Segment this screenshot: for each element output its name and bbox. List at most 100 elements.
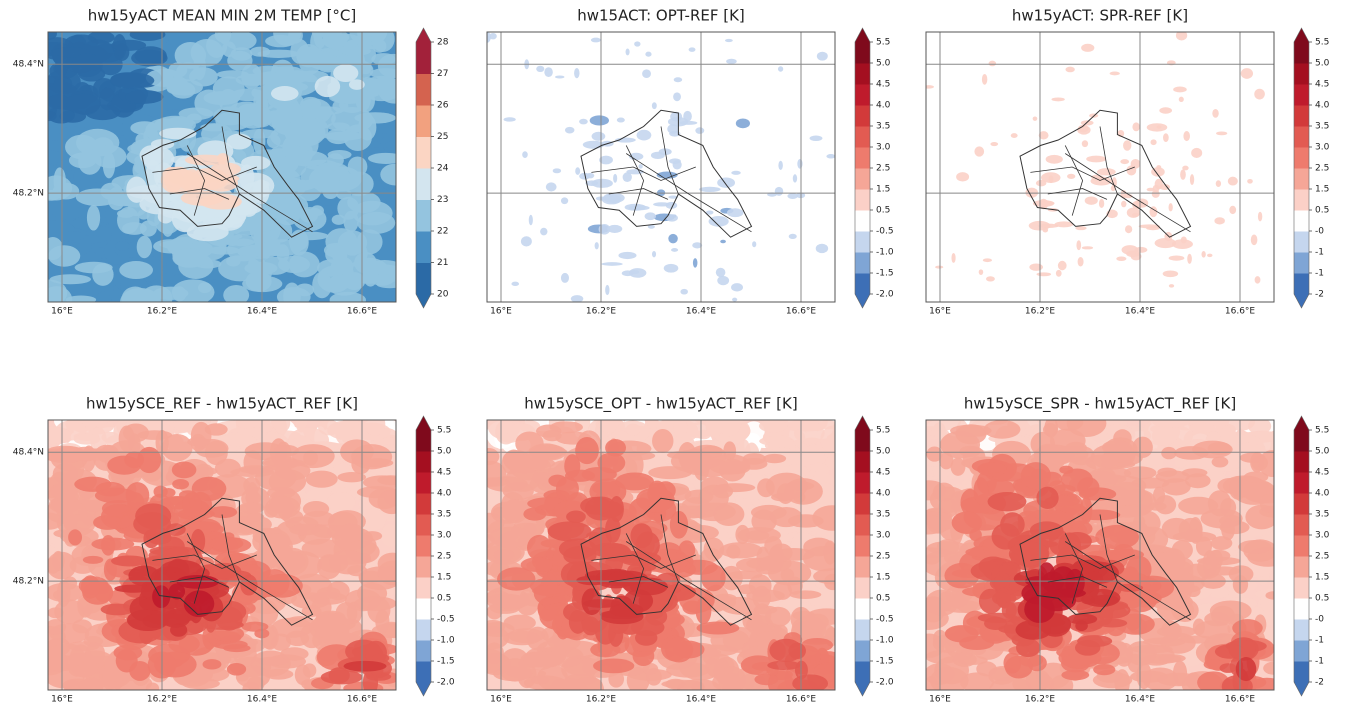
contour-patch	[647, 224, 655, 229]
contour-patch	[1093, 663, 1116, 676]
contour-patch	[698, 186, 721, 192]
contour-patch	[327, 149, 352, 160]
colorbar-tick-label: 4.0	[876, 489, 891, 499]
colorbar-tick-label: -0	[1315, 227, 1324, 237]
colorbar-tick-label: 25	[437, 132, 448, 142]
contour-patch	[956, 172, 970, 182]
contour-patch	[1041, 172, 1061, 183]
colorbar-tick-label: 5.5	[1315, 426, 1329, 436]
contour-patch	[285, 616, 315, 628]
colorbar-band	[1294, 63, 1309, 85]
colorbar-tick-label: 3.5	[437, 510, 451, 520]
contour-patch	[145, 68, 183, 87]
x-tick-label: 16°E	[929, 695, 951, 705]
contour-patch	[605, 284, 610, 296]
contour-patch	[555, 476, 579, 502]
contour-patch	[226, 237, 239, 247]
x-tick-label: 16.4°E	[1125, 695, 1156, 705]
contour-patch	[1038, 131, 1049, 140]
colorbar-tick-label: 3.0	[876, 143, 891, 153]
contour-patch	[615, 137, 636, 143]
colorbar-tick-label: -2.0	[876, 290, 894, 300]
colorbar-tick-label: 5.0	[1315, 59, 1330, 69]
contour-patch	[677, 678, 721, 690]
contour-patch	[1120, 159, 1130, 165]
contour-patch	[335, 601, 358, 625]
colorbar-tick-label: 26	[437, 101, 449, 111]
contour-patch	[579, 172, 591, 180]
contour-patch	[1191, 147, 1203, 159]
contour-patch	[575, 436, 599, 465]
contour-patch	[1080, 595, 1095, 605]
contour-patch	[717, 177, 736, 188]
contour-patch	[1114, 669, 1130, 690]
contour-patch	[607, 570, 648, 586]
contour-patch	[326, 273, 362, 296]
contour-patch	[1219, 520, 1250, 535]
contour-patch	[626, 169, 644, 175]
colorbar-tick-label: 3.5	[1315, 510, 1329, 520]
contour-patch	[1059, 465, 1074, 475]
contour-patch	[1197, 671, 1230, 690]
contour-patch	[789, 590, 822, 599]
contour-patch	[1178, 96, 1184, 103]
contour-patch	[170, 623, 188, 637]
contour-patch	[1149, 206, 1158, 218]
contour-patch	[542, 430, 562, 442]
colorbar-tick-label: 1.5	[437, 573, 451, 583]
colorbar-band	[855, 514, 870, 536]
contour-patch	[267, 72, 284, 92]
contour-patch	[303, 450, 318, 466]
colorbar-tick-label: 1.5	[1315, 185, 1329, 195]
contour-patch	[505, 466, 541, 492]
contour-patch	[488, 526, 533, 548]
colorbar-band	[1294, 514, 1309, 536]
contour-patch	[102, 151, 116, 179]
contour-patch	[380, 523, 396, 547]
contour-patch	[552, 168, 562, 174]
contour-patch	[695, 127, 705, 134]
contour-patch	[327, 122, 350, 131]
contour-patch	[172, 248, 207, 268]
colorbar-band	[416, 514, 431, 536]
contour-patch	[826, 154, 835, 159]
contour-patch	[621, 451, 656, 461]
colorbar-band	[1294, 84, 1309, 106]
contour-patch	[1254, 88, 1265, 100]
contour-patch	[1040, 201, 1055, 206]
contour-patch	[96, 291, 110, 302]
contour-patch	[301, 538, 344, 559]
colorbar-band	[855, 105, 870, 127]
panel-title: hw15yACT MEAN MIN 2M TEMP [°C]	[88, 7, 357, 25]
contour-patch	[1099, 604, 1114, 625]
colorbar-tick-label: 0.5	[437, 594, 451, 604]
colorbar-tick-label: 4.0	[1315, 101, 1330, 111]
contour-patch	[1081, 246, 1094, 250]
contour-patch	[117, 206, 140, 234]
district-outline	[1019, 497, 1192, 626]
contour-patch	[322, 32, 350, 45]
contour-patch	[1171, 239, 1193, 249]
contour-patch	[731, 170, 741, 175]
x-tick-label: 16.4°E	[247, 695, 278, 705]
contour-patch	[125, 90, 164, 104]
contour-patch	[1215, 180, 1222, 188]
plot-frame	[47, 31, 397, 303]
x-tick-label: 16°E	[490, 307, 512, 317]
contour-patch	[651, 250, 657, 258]
x-tick-label: 16.2°E	[586, 307, 617, 317]
contour-patch	[204, 423, 228, 436]
colorbar-tick-label: 22	[437, 227, 448, 237]
field	[48, 32, 396, 302]
contour-patch	[1116, 256, 1127, 261]
contour-patch	[48, 582, 84, 602]
contour-patch	[575, 167, 581, 175]
contour-patch	[1077, 125, 1091, 135]
contour-patch	[974, 146, 985, 157]
contour-patch	[60, 490, 79, 503]
contour-patch	[564, 126, 575, 134]
contour-patch	[765, 472, 808, 500]
contour-patch	[48, 557, 60, 574]
contour-patch	[186, 113, 202, 124]
contour-patch	[985, 276, 995, 282]
